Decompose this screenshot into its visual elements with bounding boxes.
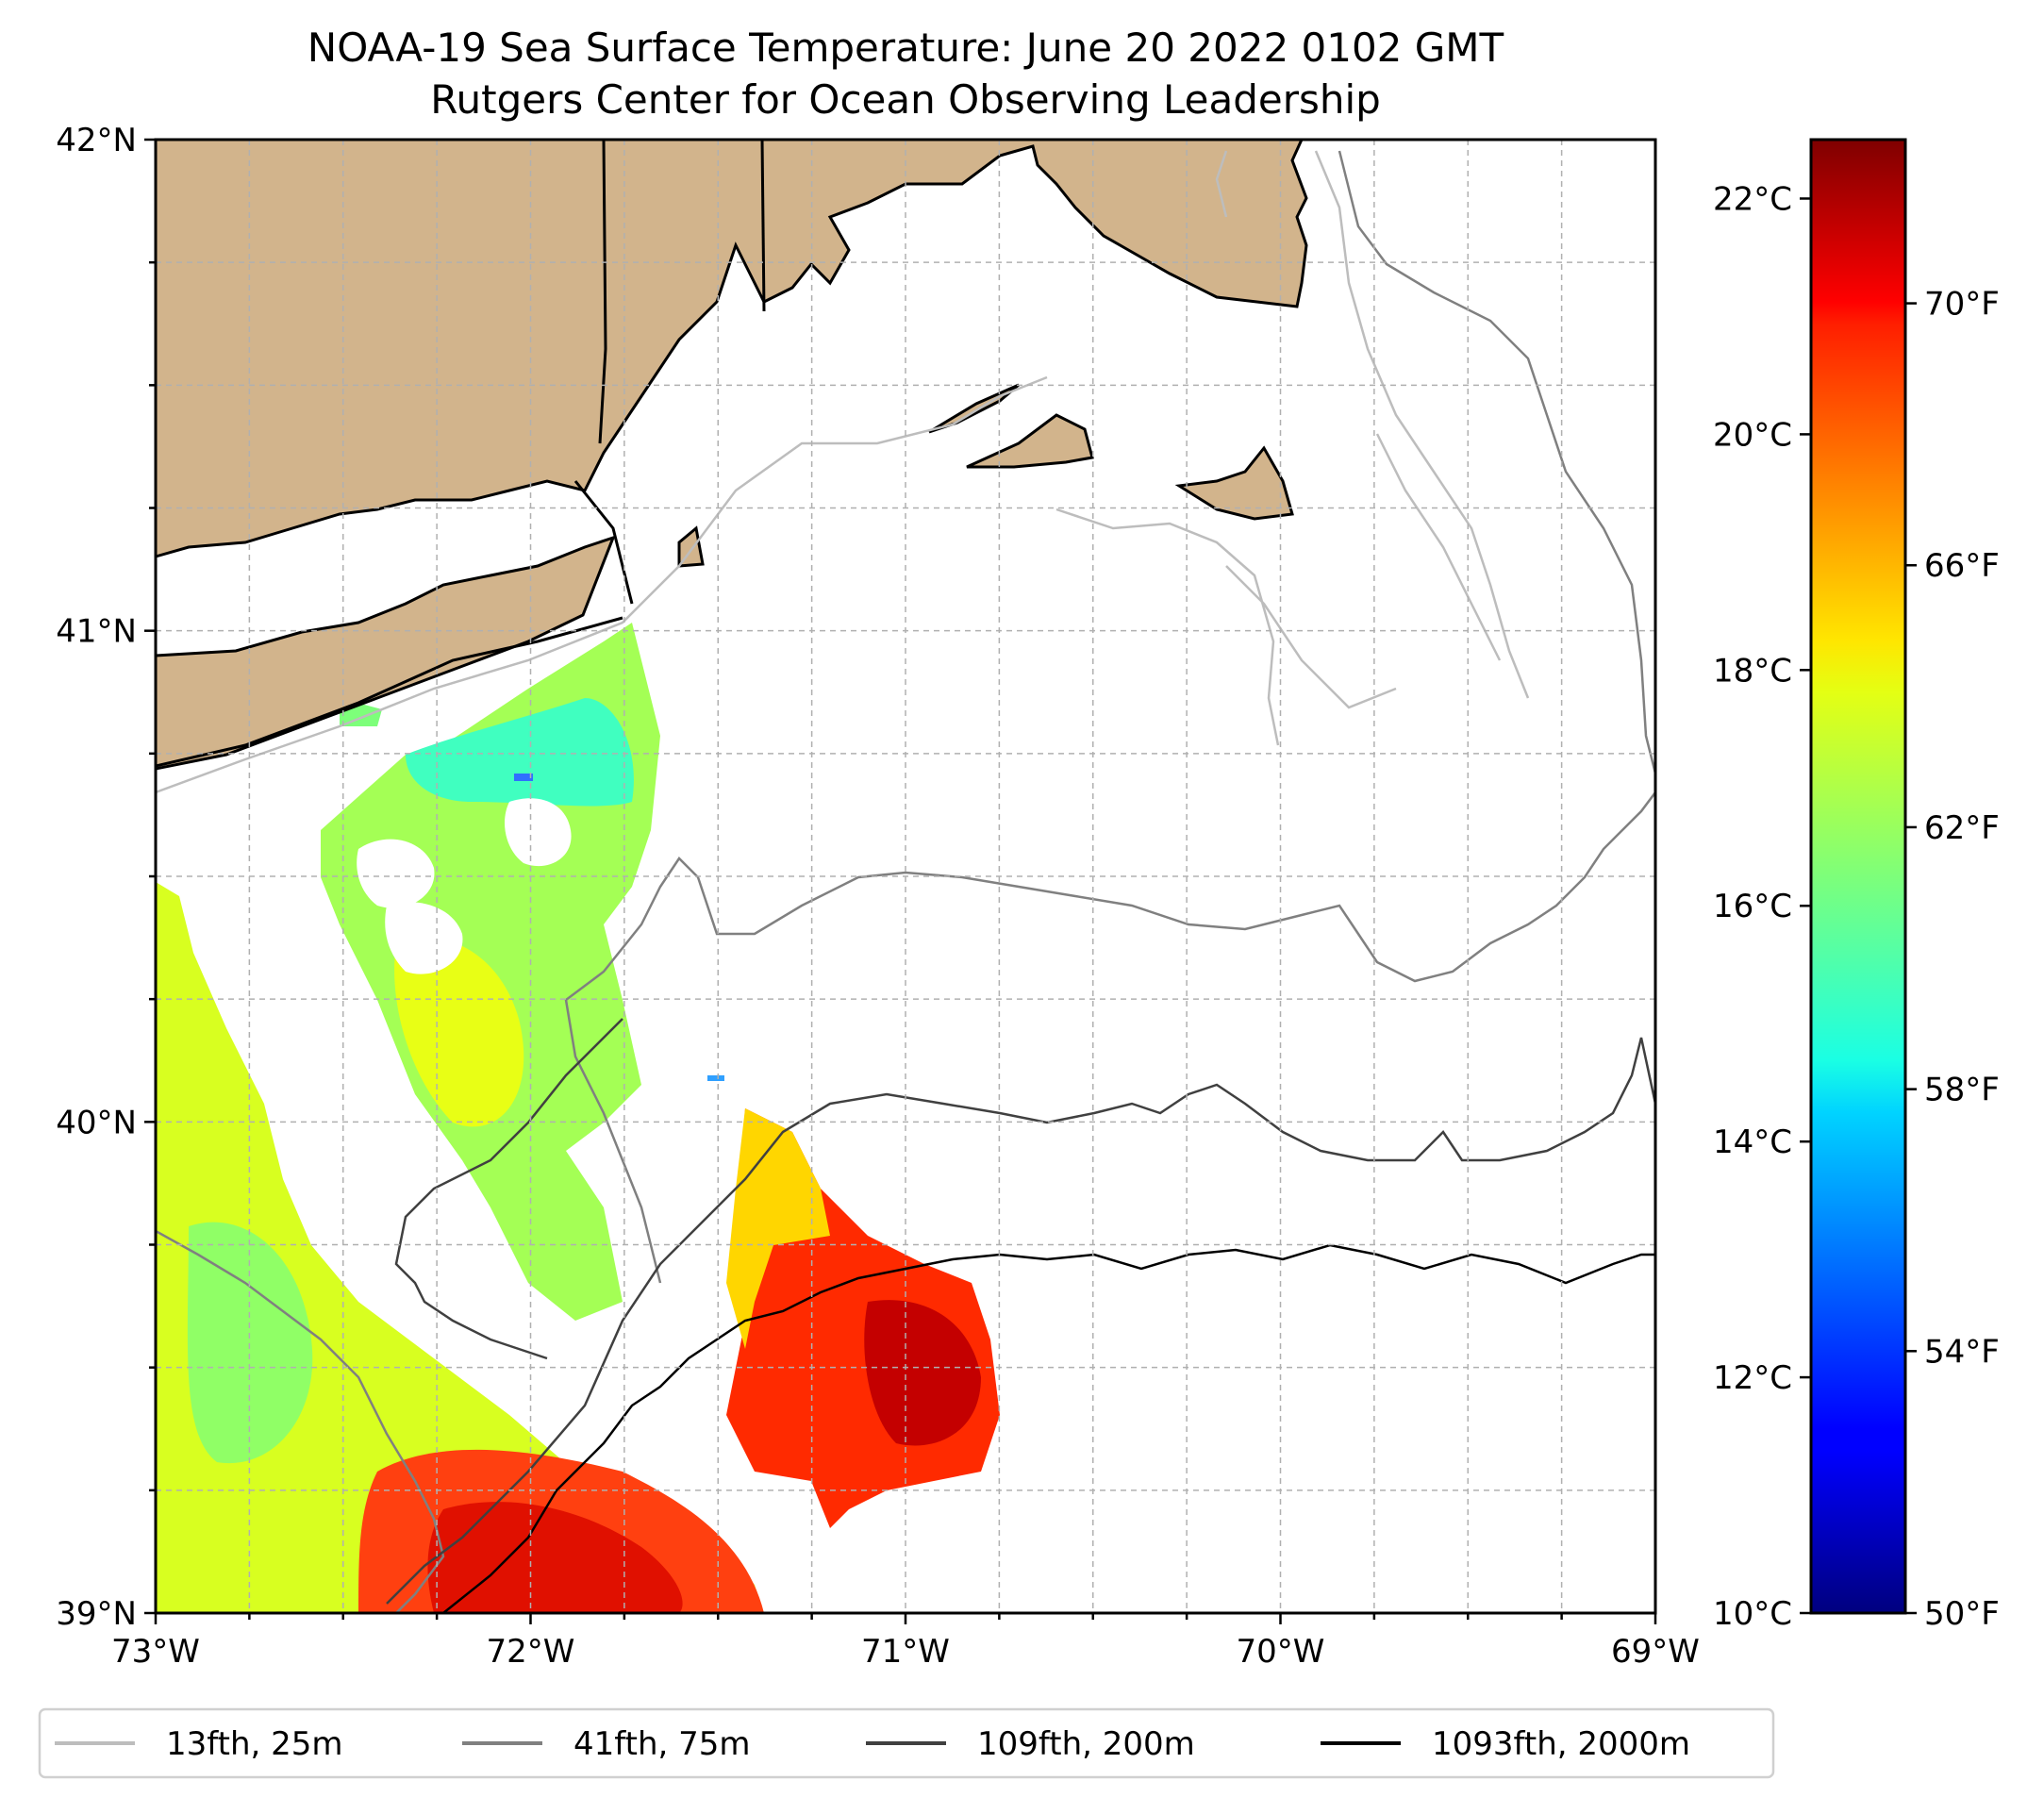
sst-patch-blue-speck	[514, 774, 533, 781]
latitude-ticks: 42°N 41°N 40°N 39°N	[56, 122, 156, 1633]
contour-2000m	[442, 1243, 1655, 1613]
sst-patch-blue-speck-2	[707, 1075, 724, 1081]
fahrenheit-tick-label: 50°F	[1924, 1595, 2000, 1633]
fahrenheit-tick-label: 62°F	[1924, 809, 2000, 847]
land-new-england	[156, 140, 1308, 558]
legend-label: 13fth, 25m	[166, 1725, 343, 1763]
lon-tick-label: 73°W	[111, 1633, 200, 1671]
land-layer	[156, 140, 1308, 771]
colorbar-gradient	[1809, 138, 1907, 1615]
lon-tick-label: 71°W	[861, 1633, 950, 1671]
land-long-island	[156, 535, 616, 771]
sst-patch-east-darkred	[864, 1300, 981, 1446]
map-area	[156, 140, 1655, 1613]
legend-label: 41fth, 75m	[573, 1725, 751, 1763]
land-nantucket	[1174, 445, 1294, 521]
lat-tick-label: 40°N	[56, 1104, 137, 1141]
celsius-tick-label: 10°C	[1713, 1595, 1792, 1633]
lat-tick-label: 39°N	[56, 1595, 137, 1633]
gridlines	[156, 140, 1655, 1613]
map-subtitle: Rutgers Center for Ocean Observing Leade…	[430, 76, 1381, 123]
celsius-tick-label: 18°C	[1713, 652, 1792, 690]
contour-200m	[386, 1018, 1655, 1605]
contour-75m	[156, 150, 1655, 1613]
colorbar: 22°C 20°C 18°C 16°C 14°C 12°C 10°C 70°F 66°F 62°…	[1713, 138, 2000, 1633]
lon-tick-label: 70°W	[1237, 1633, 1325, 1671]
sst-patch-central-cyan	[406, 698, 634, 807]
fahrenheit-tick-label: 54°F	[1924, 1333, 2000, 1371]
lon-tick-label: 69°W	[1611, 1633, 1700, 1671]
celsius-tick-label: 16°C	[1713, 888, 1792, 925]
lat-tick-label: 42°N	[56, 122, 137, 159]
celsius-tick-label: 12°C	[1713, 1359, 1792, 1397]
celsius-tick-label: 22°C	[1713, 180, 1792, 218]
contour-25m	[156, 150, 1530, 794]
sst-patch-central-hole-1	[357, 839, 435, 908]
colorbar-fahrenheit-ticks: 70°F 66°F 62°F 58°F 54°F 50°F	[1905, 286, 2000, 1633]
sst-patch-west	[156, 882, 764, 1613]
colorbar-celsius-ticks: 22°C 20°C 18°C 16°C 14°C 12°C 10°C	[1713, 180, 1811, 1633]
legend-label: 109fth, 200m	[977, 1725, 1195, 1763]
lat-tick-label: 41°N	[56, 613, 137, 651]
fahrenheit-tick-label: 66°F	[1924, 547, 2000, 585]
sst-patch-central-hole-3	[505, 798, 572, 867]
lon-tick-label: 72°W	[487, 1633, 575, 1671]
sst-patch-central-hole-2	[385, 902, 463, 974]
longitude-ticks: 73°W 72°W 71°W 70°W 69°W	[111, 1613, 1700, 1671]
state-borders	[156, 140, 766, 768]
fahrenheit-tick-label: 70°F	[1924, 286, 2000, 324]
legend-label: 1093fth, 2000m	[1432, 1725, 1690, 1763]
sst-patch-south-darkred	[427, 1502, 683, 1613]
celsius-tick-label: 20°C	[1713, 416, 1792, 454]
celsius-tick-label: 14°C	[1713, 1123, 1792, 1161]
land-martha-vineyard	[966, 413, 1094, 469]
fahrenheit-tick-label: 58°F	[1924, 1072, 2000, 1109]
contour-legend: 13fth, 25m 41fth, 75m 109fth, 200m 1093fth,…	[38, 1707, 1775, 1779]
map-title: NOAA-19 Sea Surface Temperature: June 20…	[307, 25, 1504, 71]
sst-patch-west-green	[187, 1222, 313, 1464]
sst-patch-central-yellow	[394, 937, 524, 1127]
